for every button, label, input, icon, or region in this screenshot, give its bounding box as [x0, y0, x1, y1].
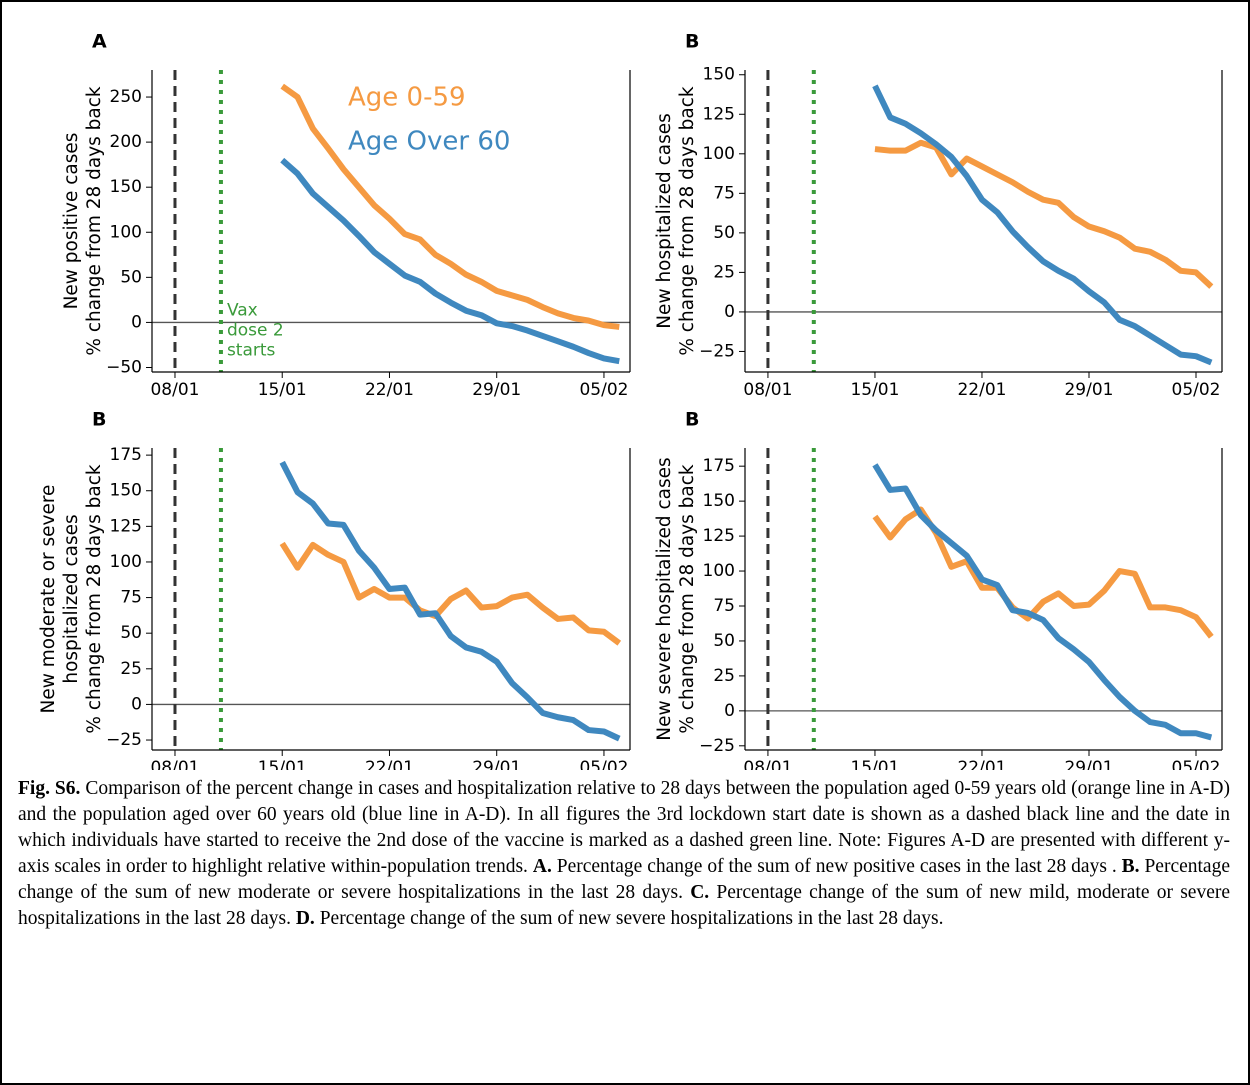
y-tick-label: 150 [703, 491, 735, 511]
y-tick-label: 100 [703, 144, 735, 164]
y-tick-label: 50 [120, 267, 142, 287]
caption-text: Percentage change of the sum of new mild… [18, 882, 1231, 929]
data-line [872, 463, 1213, 741]
caption-text: Comparison of the percent change in case… [18, 778, 1230, 877]
x-tick-label: 22/01 [365, 758, 414, 770]
y-axis-label: hospitalized cases [61, 514, 82, 683]
y-axis-label: New hospitalized cases [654, 113, 675, 329]
y-axis-label: % change from 28 days back [84, 86, 105, 356]
panel-label: B [685, 409, 699, 431]
caption-label: B. [1121, 856, 1140, 877]
x-tick-label: 22/01 [957, 380, 1006, 400]
y-tick-label: 50 [120, 623, 142, 643]
x-tick-label: 29/01 [1064, 758, 1113, 770]
y-tick-label: 175 [110, 445, 142, 465]
y-tick-label: 25 [713, 666, 735, 686]
caption-text: Percentage change of the sum of new mode… [18, 856, 1230, 903]
y-tick-label: 50 [713, 223, 735, 243]
annotation: starts [227, 340, 276, 360]
caption-label: Fig. S6. [18, 778, 81, 799]
x-tick-label: 08/01 [743, 380, 792, 400]
caption-label: C. [690, 882, 710, 903]
y-tick-label: 75 [713, 596, 735, 616]
y-axis-label: % change from 28 days back [677, 464, 698, 734]
x-tick-label: 05/02 [1172, 380, 1221, 400]
data-line [874, 139, 1214, 289]
y-tick-label: 0 [131, 694, 142, 714]
y-tick-label: −50 [106, 357, 142, 377]
x-tick-label: 05/02 [579, 758, 628, 770]
x-tick-label: 22/01 [957, 758, 1006, 770]
y-axis-label: New severe hospitalized cases [654, 457, 675, 740]
y-tick-label: 200 [110, 132, 142, 152]
y-tick-label: 75 [120, 588, 142, 608]
y-tick-label: −25 [106, 730, 142, 750]
x-tick-label: 05/02 [579, 380, 628, 400]
y-tick-label: 100 [110, 222, 142, 242]
y-axis-label: % change from 28 days back [677, 86, 698, 356]
data-line [279, 460, 621, 742]
y-axis-label: New moderate or severe [38, 485, 59, 714]
y-tick-label: 250 [110, 87, 142, 107]
annotation: Vax [227, 300, 258, 320]
x-tick-label: 15/01 [850, 758, 899, 770]
y-tick-label: −25 [699, 341, 735, 361]
x-tick-label: 29/01 [472, 758, 521, 770]
annotation: dose 2 [227, 320, 284, 340]
caption-text: Percentage change of the sum of new posi… [551, 856, 1122, 877]
y-tick-label: 125 [703, 526, 735, 546]
y-tick-label: 50 [713, 631, 735, 651]
y-tick-label: 175 [703, 456, 735, 476]
y-tick-label: 125 [110, 516, 142, 536]
y-tick-label: 100 [703, 561, 735, 581]
panel-label: B [92, 409, 106, 431]
x-tick-label: 08/01 [150, 380, 199, 400]
x-tick-label: 15/01 [258, 758, 307, 770]
y-tick-label: 150 [110, 177, 142, 197]
y-tick-label: 75 [713, 183, 735, 203]
caption-label: D. [295, 908, 315, 929]
x-tick-label: 22/01 [365, 380, 414, 400]
y-tick-label: 0 [724, 302, 735, 322]
x-tick-label: 29/01 [472, 380, 521, 400]
caption-label: A. [532, 856, 552, 877]
legend-entry: Age 0-59 [348, 83, 466, 113]
x-tick-label: 08/01 [743, 758, 792, 770]
y-tick-label: 150 [703, 65, 735, 85]
y-tick-label: 0 [724, 701, 735, 721]
y-tick-label: 0 [131, 312, 142, 332]
y-tick-label: 150 [110, 481, 142, 501]
y-tick-label: 25 [120, 659, 142, 679]
x-tick-label: 05/02 [1172, 758, 1221, 770]
y-tick-label: 25 [713, 262, 735, 282]
y-axis-label: New positive cases [61, 133, 82, 310]
y-tick-label: −25 [699, 736, 735, 756]
panel-label: B [685, 31, 699, 53]
data-line [279, 541, 622, 646]
panel-label: A [92, 31, 107, 53]
caption-text: Percentage change of the sum of new seve… [314, 908, 944, 929]
data-line [280, 157, 620, 365]
x-tick-label: 08/01 [150, 758, 199, 770]
x-tick-label: 15/01 [850, 380, 899, 400]
data-line [872, 84, 1213, 366]
y-tick-label: 125 [703, 104, 735, 124]
x-tick-label: 15/01 [258, 380, 307, 400]
legend-entry: Age Over 60 [348, 127, 510, 157]
caption: Fig. S6. Comparison of the percent chang… [18, 776, 1230, 932]
x-tick-label: 29/01 [1064, 380, 1113, 400]
data-line [280, 83, 620, 330]
y-axis-label: % change from 28 days back [84, 464, 105, 734]
y-tick-label: 100 [110, 552, 142, 572]
